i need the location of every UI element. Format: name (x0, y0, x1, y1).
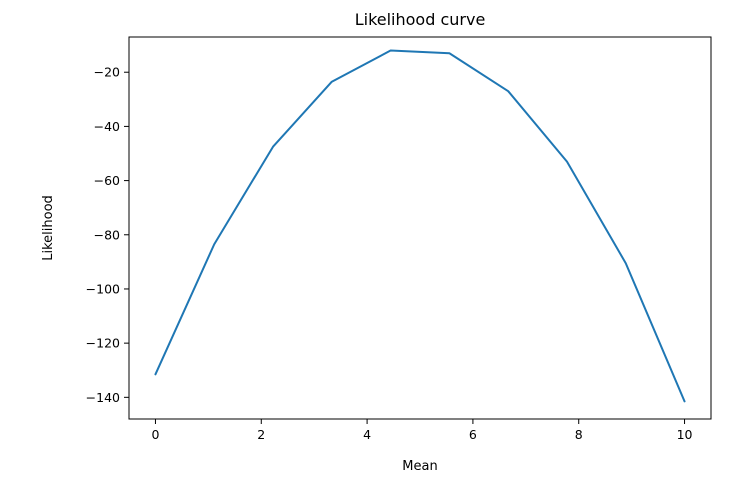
x-tick-label: 6 (469, 427, 477, 442)
likelihood-series-line (154, 49, 686, 403)
y-tick-label: −20 (94, 65, 120, 80)
y-tick-label: −40 (94, 119, 120, 134)
x-tick-label: 8 (575, 427, 583, 442)
axes-frame (128, 36, 712, 420)
y-axis-label: Likelihood (41, 195, 56, 261)
x-tick-label: 2 (257, 427, 265, 442)
x-tick-label: 0 (151, 427, 159, 442)
y-tick-label: −80 (94, 227, 120, 242)
x-tick-label: 10 (677, 427, 693, 442)
x-tick-label: 4 (363, 427, 371, 442)
x-axis: 0 2 4 6 8 10 (151, 419, 693, 442)
y-tick-label: −120 (86, 336, 120, 351)
x-axis-label: Mean (402, 459, 437, 474)
y-tick-label: −140 (86, 390, 120, 405)
series-layer (154, 49, 686, 403)
y-axis: −20 −40 −60 −80 −100 −120 −140 (86, 65, 129, 405)
y-tick-label: −60 (94, 173, 120, 188)
plot-area: 0 2 4 6 8 10 −20 −40 −60 −80 −100 −120 −140 (86, 36, 712, 442)
y-tick-label: −100 (86, 281, 120, 296)
chart-title: Likelihood curve (355, 10, 486, 29)
